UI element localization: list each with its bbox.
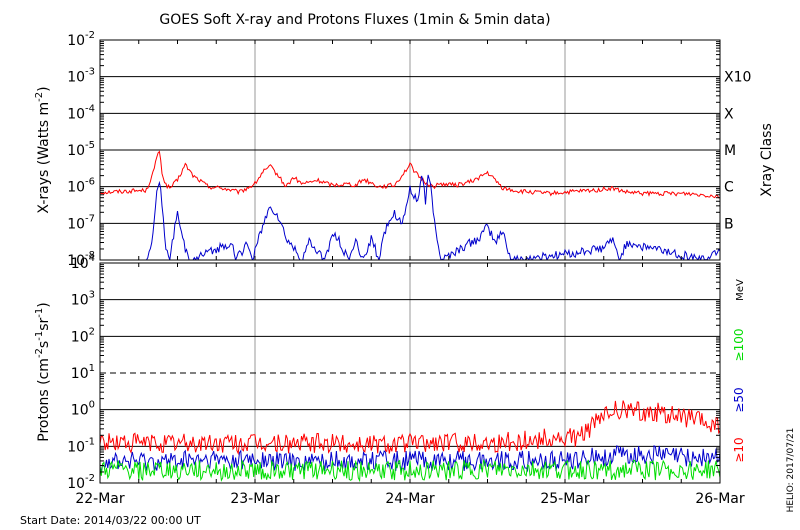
xray-class-x: X [724, 106, 734, 122]
x-tick-label: 25-Mar [540, 491, 590, 507]
y-tick-label: 10-1 [67, 436, 95, 455]
xray-class-m: M [724, 143, 736, 159]
xray-class-axis-title: Xray Class [759, 123, 775, 197]
energy-channel-label: ≥100 [732, 329, 746, 362]
y-tick-label: 101 [71, 363, 95, 382]
xray-grid [100, 40, 720, 260]
y-tick-label: 10-7 [67, 213, 95, 232]
proton-series-blue [100, 445, 720, 473]
proton-y-ticks: 10-2 10-1 100 101 102 103 104 [67, 253, 720, 492]
y-tick-label: 103 [71, 290, 95, 309]
xray-class-labels: B C M X X10 [724, 70, 751, 233]
energy-channel-label: ≥10 [732, 437, 746, 462]
xray-class-c: C [724, 180, 734, 196]
energy-unit-label: MeV [735, 279, 746, 301]
xray-panel: 10-8 10-7 10-6 10-5 10-4 10-3 10-2 B C M X X10 X-r… [34, 30, 775, 269]
xray-series-red [100, 150, 720, 199]
x-axis-tick-labels: 22-Mar 23-Mar 24-Mar 25-Mar 26-Mar [75, 491, 745, 507]
proton-energy-legend: MeV ≥10 ≥50 ≥100 [732, 279, 746, 463]
y-tick-label: 10-2 [67, 473, 95, 492]
proton-series [100, 400, 720, 483]
xray-class-x10: X10 [724, 70, 751, 86]
x-tick-label: 22-Mar [75, 491, 125, 507]
y-tick-label: 102 [71, 326, 95, 345]
y-tick-label: 10-3 [67, 67, 95, 86]
chart-title: GOES Soft X-ray and Protons Fluxes (1min… [159, 12, 550, 28]
proton-series-red [100, 400, 720, 456]
energy-channel-label: ≥50 [732, 387, 746, 412]
y-tick-label: 100 [71, 400, 95, 419]
credit-label: HELIO: 2017/07/21 [786, 428, 796, 513]
xray-series [100, 150, 720, 260]
proton-grid [100, 263, 720, 483]
y-tick-label: 104 [71, 253, 95, 272]
xray-y-ticks: 10-8 10-7 10-6 10-5 10-4 10-3 10-2 [67, 30, 720, 269]
proton-y-axis-label: Protons (cm-2s-1sr-1) [34, 302, 52, 441]
y-tick-label: 10-4 [67, 103, 95, 122]
xray-y-axis-label: X-rays (Watts m-2) [34, 86, 52, 213]
proton-panel: 10-2 10-1 100 101 102 103 104 Protons (cm-2s-1… [34, 253, 746, 492]
xray-series-blue [146, 174, 720, 260]
xray-class-b: B [724, 216, 734, 232]
y-tick-label: 10-2 [67, 30, 95, 49]
x-tick-label: 24-Mar [385, 491, 435, 507]
proton-series-green [100, 458, 720, 483]
y-tick-label: 10-8 [67, 250, 95, 269]
x-tick-label: 26-Mar [695, 491, 745, 507]
y-tick-label: 10-5 [67, 140, 95, 159]
y-tick-label: 10-6 [67, 177, 95, 196]
x-tick-label: 23-Mar [230, 491, 280, 507]
start-date: Start Date: 2014/03/22 00:00 UT [20, 514, 201, 527]
